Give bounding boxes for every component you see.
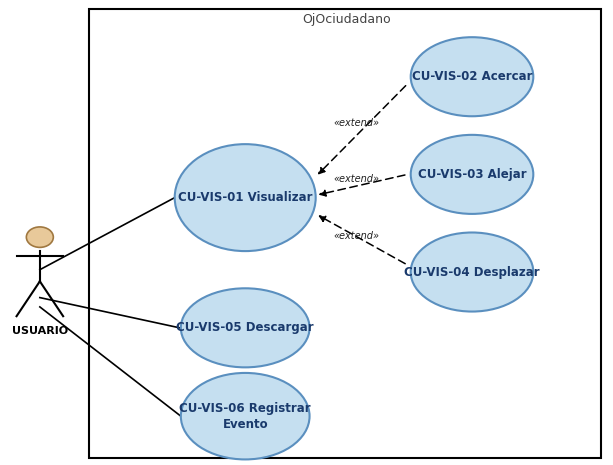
Ellipse shape [181,288,310,367]
Ellipse shape [411,37,533,116]
Text: CU-VIS-01 Visualizar: CU-VIS-01 Visualizar [178,191,313,204]
Text: «extend»: «extend» [333,231,380,241]
Text: OjOciudadano: OjOciudadano [302,13,390,26]
Text: USUARIO: USUARIO [12,326,68,336]
Ellipse shape [181,373,310,459]
Text: «extend»: «extend» [333,174,380,185]
Ellipse shape [411,135,533,214]
Text: CU-VIS-02 Acercar: CU-VIS-02 Acercar [412,70,532,83]
Ellipse shape [175,144,316,251]
Text: CU-VIS-04 Desplazar: CU-VIS-04 Desplazar [404,266,540,279]
Ellipse shape [411,232,533,312]
Circle shape [26,227,53,247]
Bar [89,9,601,458]
Text: CU-VIS-05 Descargar: CU-VIS-05 Descargar [177,321,314,334]
Text: CU-VIS-06 Registrar
Evento: CU-VIS-06 Registrar Evento [180,402,311,431]
Text: CU-VIS-03 Alejar: CU-VIS-03 Alejar [417,168,527,181]
Text: «extend»: «extend» [333,118,380,128]
